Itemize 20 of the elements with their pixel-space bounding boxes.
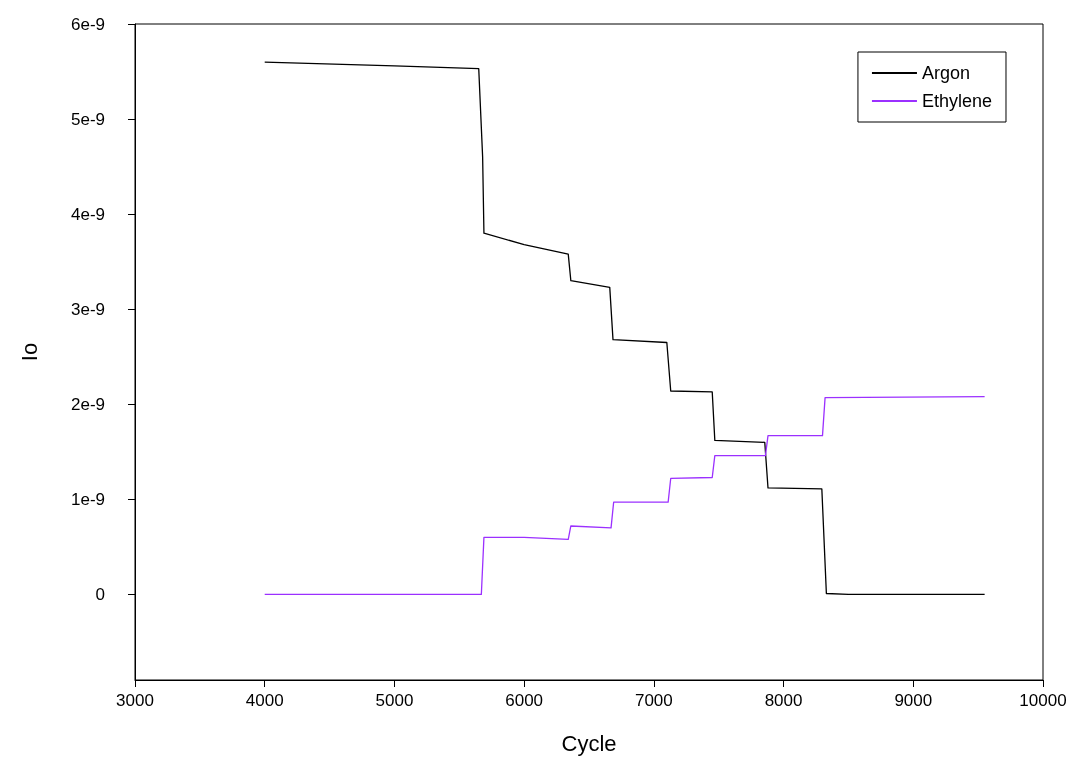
line-series	[264, 396, 986, 596]
x-tick-label: 9000	[894, 691, 933, 710]
x-tick-label: 6000	[505, 691, 544, 710]
x-tick-label: 5000	[375, 691, 414, 710]
x-tick-label: 10000	[1019, 691, 1067, 710]
x-tick-label: 4000	[245, 691, 284, 710]
x-tick-label: 3000	[116, 691, 154, 710]
x-tick-label: 8000	[764, 691, 803, 710]
legend-label: Argon	[921, 63, 970, 83]
x-tick-label: 7000	[634, 691, 673, 710]
y-tick-label: 6e-9	[70, 14, 105, 34]
y-axis-title: Io	[16, 342, 42, 362]
y-tick-label: 2e-9	[70, 394, 105, 414]
x-axis-title: Cycle	[561, 730, 617, 756]
y-tick-label: 3e-9	[70, 299, 105, 319]
y-tick-label: 5e-9	[70, 109, 105, 129]
legend-label: Ethylene	[921, 91, 993, 111]
y-tick-label: 1e-9	[70, 489, 105, 509]
y-tick-label: 4e-9	[70, 204, 105, 224]
y-tick-label: 0	[95, 584, 105, 604]
